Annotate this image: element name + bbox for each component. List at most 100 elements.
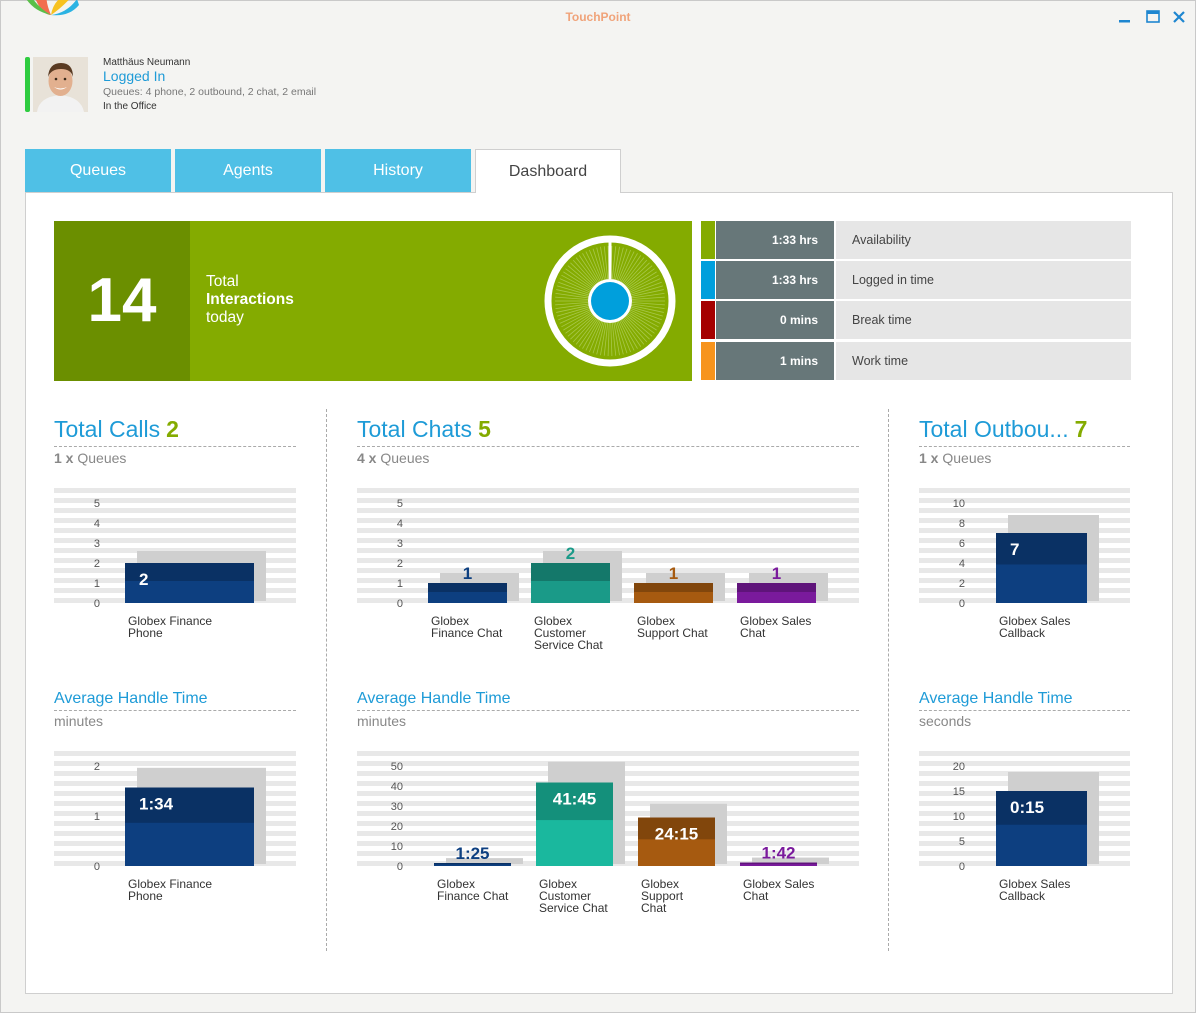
tab-queues[interactable]: Queues <box>25 149 171 192</box>
donut-spoke <box>617 249 631 281</box>
minimize-icon[interactable] <box>1117 9 1133 25</box>
chats-count-chart: 0 1 2 3 4 5 1 2 1 1 Globex Finance Chat Globex Cust… <box>357 483 859 663</box>
y-tick-label: 15 <box>953 786 965 798</box>
total-interactions-value: 14 <box>87 266 157 335</box>
donut-spoke <box>620 253 638 283</box>
donut-spoke <box>629 274 659 292</box>
donut-spoke <box>626 314 653 337</box>
y-tick-label: 0 <box>94 861 100 873</box>
donut-spoke <box>603 322 609 356</box>
availability-label: Availability <box>836 221 1131 259</box>
category-label: Globex Finance Chat <box>437 877 509 903</box>
donut-spoke <box>589 249 603 281</box>
y-tick-label: 0 <box>959 861 965 873</box>
close-icon[interactable] <box>1171 9 1187 25</box>
bar-top <box>634 583 713 592</box>
donut-spoke <box>624 259 648 285</box>
agent-status-indicator <box>25 57 30 112</box>
calls-queue-label: Queues <box>77 450 127 466</box>
donut-spoke <box>557 285 589 296</box>
grid-stripe <box>54 518 296 523</box>
total-calls-name: Total Calls <box>54 416 161 442</box>
tab-dashboard[interactable]: Dashboard <box>475 149 621 193</box>
bar-value-label: 0:15 <box>1010 798 1044 817</box>
maximize-icon[interactable] <box>1145 9 1161 25</box>
calls-queues-count: 1 x Queues <box>54 450 126 466</box>
chats-aht-chart: 0 10 20 30 40 50 1:25 41:45 24:15 1:42 Globex Fina… <box>357 746 859 926</box>
agent-queues-summary: Queues: 4 phone, 2 outbound, 2 chat, 2 e… <box>103 86 317 98</box>
y-tick-label: 5 <box>397 498 403 510</box>
donut-spoke <box>619 320 635 351</box>
category-label: Globex Finance Phone <box>128 877 213 903</box>
bar-value-label: 1 <box>772 564 781 583</box>
donut-spoke <box>610 322 613 356</box>
section-rule <box>54 710 296 711</box>
y-tick-label: 1 <box>94 578 100 590</box>
y-tick-label: 50 <box>391 761 403 773</box>
logged-in-value: 1:33 hrs <box>716 261 834 299</box>
donut-spoke <box>619 251 635 282</box>
donut-spoke <box>600 246 607 280</box>
outbound-queue-multiplier: 1 x <box>919 450 939 466</box>
donut-spoke <box>621 319 642 347</box>
bar-shadow <box>446 858 523 864</box>
section-rule <box>54 446 296 447</box>
donut-spoke <box>627 268 655 289</box>
donut-spoke <box>600 322 607 356</box>
donut-spoke <box>621 255 642 283</box>
donut-spoke <box>557 306 589 317</box>
bar-top <box>434 863 511 865</box>
donut-spoke <box>558 308 590 321</box>
donut-spoke <box>631 305 664 313</box>
column-separator <box>326 409 327 951</box>
donut-spoke <box>559 278 591 293</box>
donut-spoke <box>620 319 638 349</box>
donut-spoke <box>626 265 653 288</box>
stat-availability: 1:33 hrs Availability <box>701 221 1131 259</box>
category-label: Globex Customer Service Chat <box>534 614 603 652</box>
agent-name: Matthäus Neumann <box>103 57 191 68</box>
logged-in-color <box>701 261 715 299</box>
category-label: Globex Sales Callback <box>999 877 1071 903</box>
grid-stripe <box>357 751 859 756</box>
bar-value-label: 24:15 <box>655 825 698 844</box>
y-tick-label: 5 <box>959 836 965 848</box>
logged-in-label: Logged in time <box>836 261 1131 299</box>
donut-spoke <box>582 253 600 283</box>
agent-state-link[interactable]: Logged In <box>103 68 166 84</box>
y-tick-label: 4 <box>397 518 403 530</box>
bar <box>434 863 511 866</box>
donut-spoke <box>565 268 593 289</box>
bar <box>740 862 817 866</box>
donut-spoke <box>556 305 589 313</box>
donut-spoke <box>631 303 665 310</box>
break-color <box>701 301 715 339</box>
donut-spoke <box>631 289 664 297</box>
donut-spoke <box>565 313 593 334</box>
outbound-aht-unit: seconds <box>919 713 972 729</box>
donut-spoke <box>561 274 591 292</box>
bar-top <box>125 563 254 581</box>
y-tick-label: 2 <box>94 558 100 570</box>
chats-queues-count: 4 x Queues <box>357 450 429 466</box>
donut-center <box>591 282 629 320</box>
donut-spoke <box>629 309 661 324</box>
bar-value-label: 1 <box>669 564 678 583</box>
donut-spoke <box>555 296 589 300</box>
caption-line-2: Interactions <box>206 291 294 308</box>
stat-logged-in: 1:33 hrs Logged in time <box>701 261 1131 299</box>
window-title: TouchPoint <box>565 10 631 24</box>
tab-history[interactable]: History <box>325 149 471 192</box>
section-rule <box>357 446 859 447</box>
donut-spoke <box>555 302 589 306</box>
y-tick-label: 1 <box>397 578 403 590</box>
total-interactions-box: 14 <box>54 221 190 381</box>
donut-spoke <box>561 310 591 328</box>
donut-spoke <box>572 259 596 285</box>
tab-agents[interactable]: Agents <box>175 149 321 192</box>
category-label: Globex Sales Chat <box>743 877 815 903</box>
grid-stripe <box>919 508 1130 513</box>
section-rule <box>357 710 859 711</box>
donut-spoke <box>625 315 650 340</box>
